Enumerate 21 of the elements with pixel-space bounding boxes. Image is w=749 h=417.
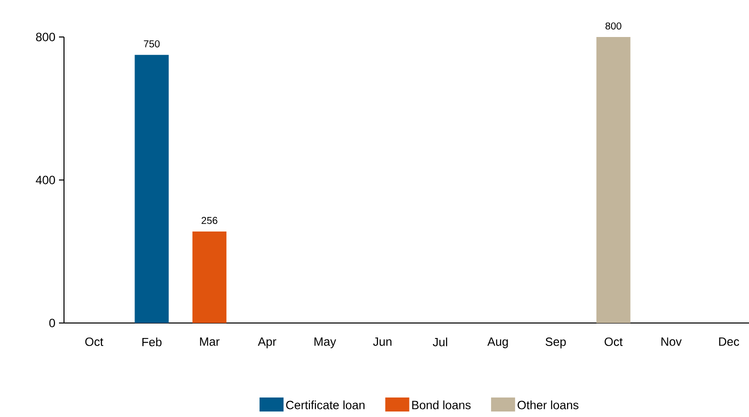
x-tick-label: Nov	[661, 338, 682, 346]
x-tick-label: Oct	[604, 338, 623, 346]
x-tick-label: Sep	[546, 338, 566, 348]
x-tick-label: May	[314, 338, 336, 348]
x-tick-label: Mar	[200, 338, 220, 346]
data-label: 750	[144, 40, 160, 48]
y-tick-label: 800	[36, 32, 56, 42]
x-tick-label: Feb	[142, 338, 162, 346]
x-tick-label: Oct	[85, 338, 104, 346]
data-label: 256	[202, 216, 218, 224]
legend-label: Bond loans	[412, 400, 471, 410]
x-tick-label: Jul	[432, 338, 448, 346]
legend-label: Certificate loan	[286, 400, 364, 410]
x-tick-label: Jun	[373, 338, 392, 346]
x-tick-label: Apr	[258, 338, 276, 348]
y-tick-label: 400	[36, 176, 56, 184]
legend-label: Other loans	[518, 400, 578, 410]
x-tick-label: Aug	[487, 338, 508, 348]
data-label: 800	[606, 22, 622, 30]
x-tick-label: Dec	[719, 338, 740, 346]
y-tick-label: 0	[49, 318, 56, 328]
